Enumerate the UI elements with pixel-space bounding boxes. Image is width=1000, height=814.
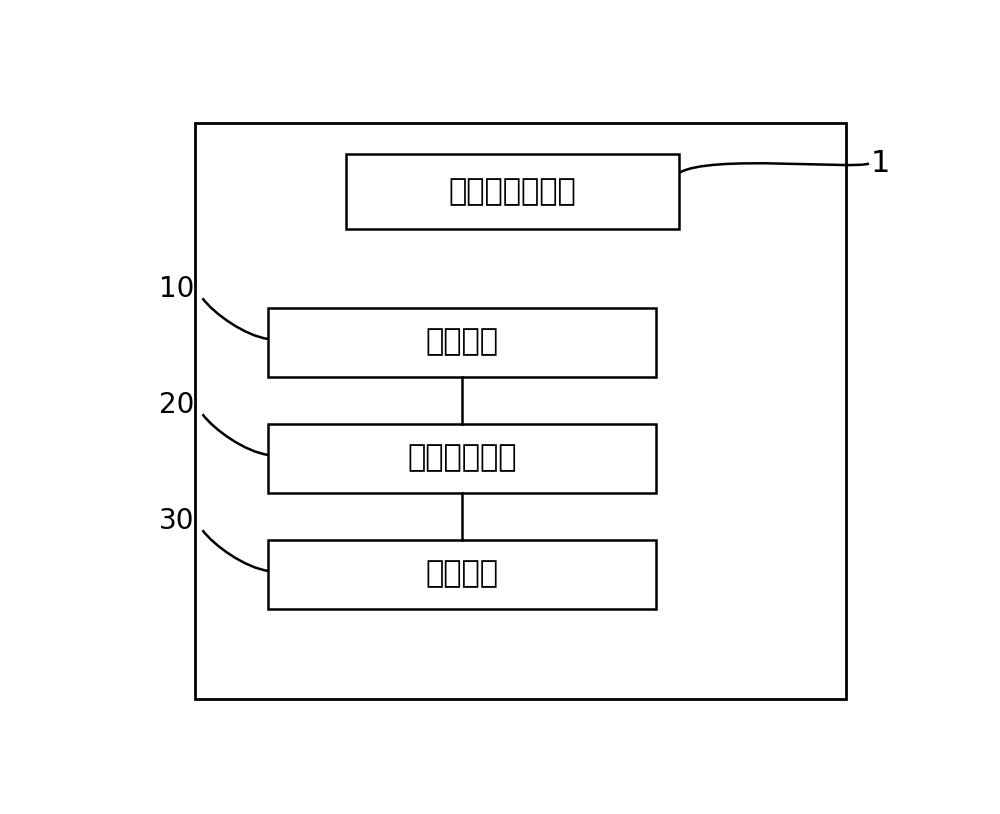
- Text: 20: 20: [159, 391, 195, 418]
- Bar: [268, 540, 656, 609]
- Text: 计时电路: 计时电路: [426, 559, 499, 589]
- Text: 10: 10: [159, 275, 195, 303]
- Text: 单光子探测器: 单光子探测器: [407, 444, 517, 473]
- Bar: [195, 123, 846, 699]
- Text: 驱动电路: 驱动电路: [426, 327, 499, 357]
- Bar: [268, 423, 656, 492]
- Bar: [268, 308, 656, 377]
- Bar: [346, 154, 679, 230]
- Text: 单光子计数装置: 单光子计数装置: [449, 177, 576, 206]
- Text: 30: 30: [159, 507, 195, 535]
- Text: 1: 1: [871, 149, 890, 178]
